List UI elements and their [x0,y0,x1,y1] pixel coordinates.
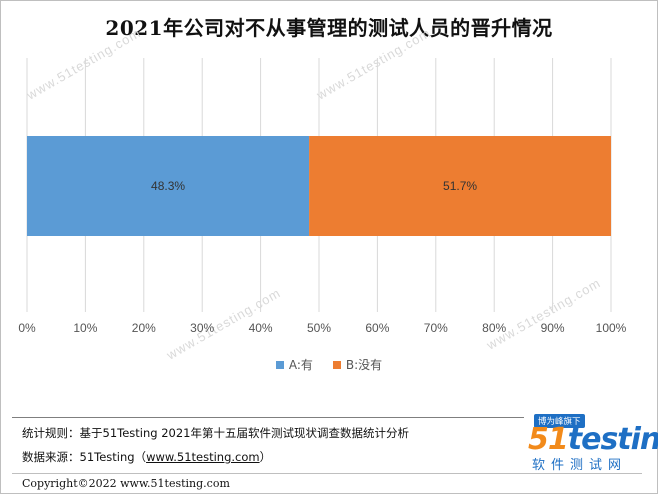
x-tick-label: 70% [424,321,448,335]
x-tick-label: 60% [365,321,389,335]
x-tick-label: 40% [249,321,273,335]
51testing-logo: 博为峰旗下 51testing 软件测试网 [528,414,658,473]
x-tick-label: 90% [541,321,565,335]
legend-item: A:有 [275,356,313,373]
legend-label: B:没有 [345,358,383,372]
data-source-suffix: ） [259,450,272,464]
legend-swatch [275,360,284,369]
data-source-prefix: 数据来源：51Testing（ [22,450,147,464]
footer-bottom-rule [12,473,642,474]
copyright-text: Copyright©2022 www.51testing.com [22,477,230,490]
statistics-rule-text: 统计规则：基于51Testing 2021年第十五届软件测试现状调查数据统计分析 [22,426,409,440]
x-tick-label: 20% [132,321,156,335]
logo-51: 51 [528,422,569,457]
x-tick-label: 30% [190,321,214,335]
watermark-text: www.51testing.com [483,275,603,353]
bar-segment-yes [27,136,310,236]
logo-subtitle: 软件测试网 [532,458,628,473]
watermark-text: www.51testing.com [23,25,143,103]
chart-legend: A:有 B:没有 [0,356,658,373]
legend-label: A:有 [288,358,313,372]
footer-divider [12,417,524,418]
x-tick-label: 10% [73,321,97,335]
x-tick-label: 0% [18,321,36,335]
legend-swatch [332,360,341,369]
x-tick-label: 50% [307,321,331,335]
data-source-text: 数据来源：51Testing（www.51testing.com） [22,449,271,465]
logo-wordmark: 51testing [528,422,658,457]
data-label: 48.3% [151,179,185,193]
data-label: 51.7% [443,179,477,193]
x-tick-label: 100% [596,321,627,335]
logo-testing: testing [567,422,658,457]
watermark-text: www.51testing.com [313,25,433,103]
chart-title: 2021年公司对不从事管理的测试人员的晋升情况 [105,16,553,40]
logo-badge: 博为峰旗下 [534,414,585,428]
legend-item: B:没有 [332,356,383,373]
bar-segment-no [309,136,611,236]
x-tick-label: 80% [482,321,506,335]
data-source-link[interactable]: www.51testing.com [146,450,260,464]
